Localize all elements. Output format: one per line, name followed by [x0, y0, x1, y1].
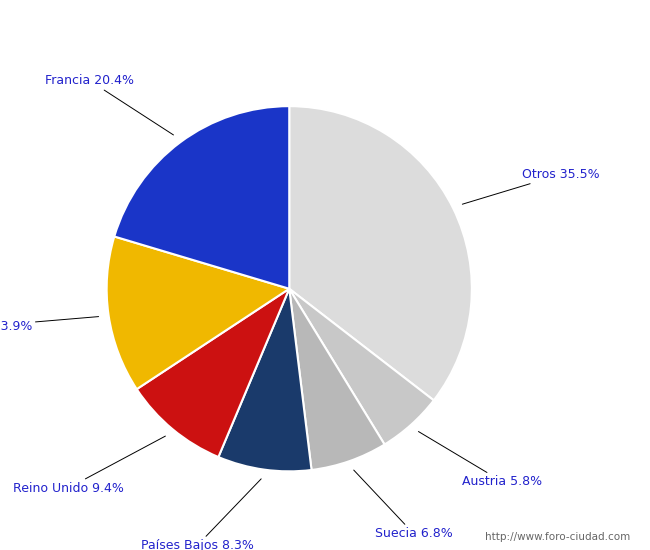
Wedge shape — [218, 289, 311, 471]
Text: Alemania 13.9%: Alemania 13.9% — [0, 317, 99, 333]
Text: Suecia 6.8%: Suecia 6.8% — [354, 470, 452, 540]
Text: http://www.foro-ciudad.com: http://www.foro-ciudad.com — [486, 532, 630, 542]
Wedge shape — [107, 236, 289, 389]
Wedge shape — [136, 289, 289, 457]
Text: Austria 5.8%: Austria 5.8% — [419, 432, 543, 488]
Wedge shape — [114, 106, 289, 289]
Text: Otros 35.5%: Otros 35.5% — [462, 168, 599, 204]
Wedge shape — [289, 289, 434, 444]
Text: Francia 20.4%: Francia 20.4% — [46, 74, 174, 135]
Wedge shape — [289, 289, 385, 470]
Text: Reino Unido 9.4%: Reino Unido 9.4% — [12, 436, 165, 494]
Text: Países Bajos 8.3%: Países Bajos 8.3% — [140, 479, 261, 550]
Wedge shape — [289, 106, 472, 400]
Text: Medio Cudeyo - Turistas extranjeros según país - Abril de 2024: Medio Cudeyo - Turistas extranjeros segú… — [85, 21, 565, 37]
